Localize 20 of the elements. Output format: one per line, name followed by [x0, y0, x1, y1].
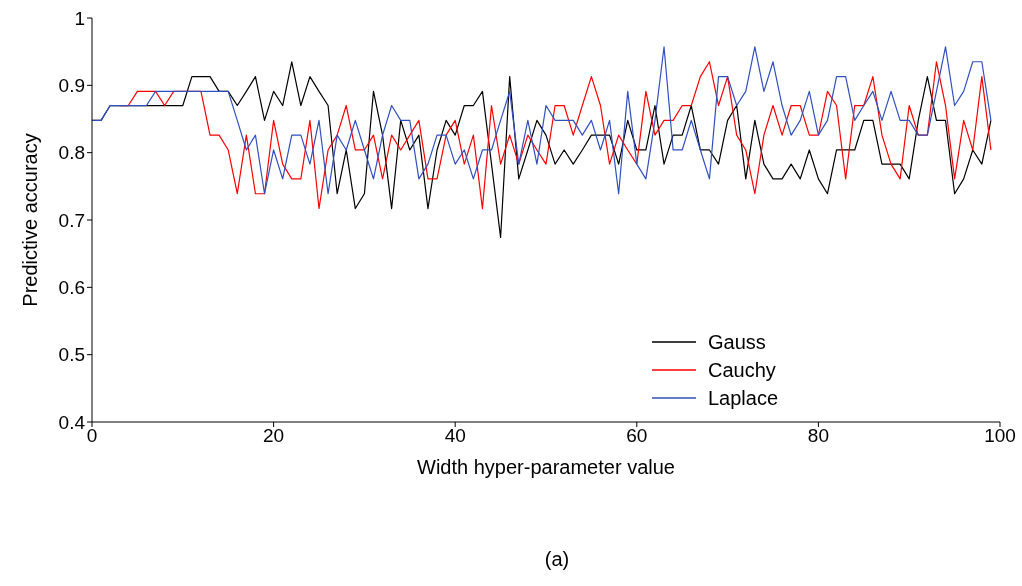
y-axis-title: Predictive accuracy: [19, 133, 42, 307]
x-tick-label: 0: [86, 425, 98, 447]
x-tick-label: 80: [807, 425, 829, 447]
y-tick-label: 0.6: [58, 277, 85, 299]
legend-label: Laplace: [708, 386, 779, 410]
y-tick-label: 1: [74, 7, 85, 29]
y-tick-label: 0.4: [58, 411, 86, 433]
x-tick-label: 60: [626, 425, 648, 447]
x-tick-label: 100: [984, 425, 1016, 447]
line-series: [92, 46, 992, 195]
y-tick-label: 0.8: [58, 142, 85, 164]
legend-label: Cauchy: [708, 358, 776, 382]
y-tick-label: 0.5: [58, 344, 85, 366]
x-tick-label: 40: [444, 425, 466, 447]
text: (a): [543, 548, 571, 571]
x-tick-label: 20: [263, 425, 285, 447]
legend-label: Gauss: [708, 330, 766, 354]
x-axis-title: Width hyper-parameter value: [417, 456, 675, 478]
y-tick-label: 0.9: [58, 75, 85, 97]
y-tick-label: 0.7: [58, 209, 85, 231]
